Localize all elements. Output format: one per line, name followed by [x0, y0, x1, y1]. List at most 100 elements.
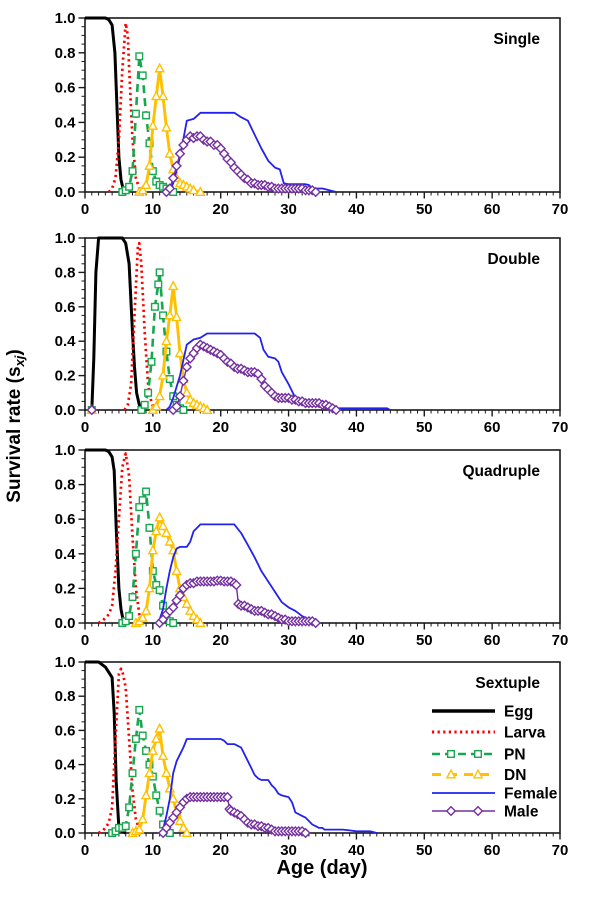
dn-marker	[161, 335, 172, 346]
pn-marker	[138, 496, 147, 505]
x-tick-label: 70	[552, 419, 569, 436]
dn-marker	[174, 347, 186, 358]
dn-marker	[188, 184, 199, 195]
x-tick-label: 20	[212, 201, 229, 218]
quadruple-male-series	[154, 575, 322, 629]
x-tick-label: 30	[280, 419, 297, 436]
panel-title: Double	[487, 251, 540, 268]
x-tick-label: 20	[212, 632, 229, 649]
y-tick-label: 0.8	[55, 45, 76, 62]
legend-pn-marker	[474, 750, 483, 759]
double-egg-series	[90, 236, 144, 411]
dn-marker	[171, 311, 182, 322]
dn-marker	[144, 160, 155, 170]
pn-marker	[131, 109, 140, 118]
sextuple-larva-series	[97, 667, 144, 835]
dn-marker	[147, 119, 159, 130]
x-tick-label: 70	[552, 201, 569, 218]
dn-marker	[181, 598, 193, 608]
male-marker	[171, 160, 182, 172]
x-tick-label: 40	[348, 842, 365, 859]
dn-marker	[137, 611, 148, 622]
dn-marker	[157, 750, 169, 761]
x-tick-label: 10	[145, 632, 162, 649]
dn-marker	[195, 186, 206, 196]
larva-line	[123, 241, 157, 411]
single-dn-series	[134, 62, 206, 196]
legend-dn-marker	[445, 768, 457, 779]
dn-marker	[150, 400, 162, 411]
pn-marker	[128, 593, 137, 602]
pn-marker	[125, 612, 134, 621]
panel-sextuple: 0 10 20 30 40 50 60 70 0.0 0.2 0.4 0.6 0.8 1.0 Sextupl…	[55, 654, 569, 859]
pn-marker	[169, 619, 178, 628]
quadruple-larva-series	[97, 452, 144, 625]
dn-marker	[150, 525, 162, 536]
legend-label-egg: Egg	[504, 704, 533, 721]
legend-label-pn: PN	[504, 747, 526, 764]
pn-marker	[142, 487, 151, 496]
pn-marker	[135, 52, 144, 61]
x-tick-label: 20	[212, 842, 229, 859]
female-line	[158, 738, 378, 834]
panel-title: Sextuple	[475, 675, 540, 692]
male-marker	[174, 590, 186, 601]
pn-marker	[152, 791, 161, 800]
y-tick-label: 0.8	[55, 264, 76, 281]
dn-marker	[140, 789, 152, 800]
double-larva-series	[123, 241, 157, 411]
pn-marker	[179, 406, 188, 415]
pn-marker	[155, 268, 164, 277]
y-tick-label: 0.0	[55, 184, 76, 201]
pn-marker	[125, 803, 134, 812]
dn-marker	[144, 767, 155, 778]
dn-marker	[147, 544, 159, 555]
male-marker	[164, 183, 176, 194]
legend-dn-marker	[472, 768, 484, 779]
pn-marker	[147, 357, 156, 366]
y-tick-label: 0.0	[55, 825, 76, 842]
dn-marker	[167, 280, 179, 291]
male-marker	[300, 827, 311, 839]
dn-marker	[184, 605, 196, 615]
y-tick-label: 0.8	[55, 688, 76, 705]
single-egg-series	[85, 16, 127, 193]
dn-marker	[157, 90, 169, 101]
pn-marker	[154, 280, 163, 289]
y-tick-label: 1.0	[55, 654, 76, 671]
dn-marker	[154, 722, 165, 733]
male-marker	[231, 579, 242, 591]
pn-marker	[138, 731, 147, 740]
legend-label-dn: DN	[504, 767, 526, 784]
male-marker	[330, 404, 342, 416]
pn-marker	[142, 746, 151, 755]
larva-line	[97, 667, 144, 835]
male-marker	[178, 375, 189, 387]
dn-marker	[178, 821, 189, 832]
pn-marker	[135, 503, 144, 512]
dn-marker	[201, 404, 213, 414]
dn-marker	[144, 582, 155, 593]
pn-line	[121, 490, 174, 625]
larva-line	[97, 452, 144, 625]
pn-marker	[148, 567, 157, 576]
dn-marker	[140, 179, 152, 190]
pn-marker	[140, 400, 149, 409]
x-tick-label: 0	[81, 201, 89, 218]
double-male-series	[86, 339, 342, 416]
sextuple-egg-series	[85, 660, 127, 835]
x-tick-label: 30	[280, 201, 297, 218]
dn-marker	[164, 147, 176, 158]
x-tick-label: 10	[145, 419, 162, 436]
y-tick-label: 0.6	[55, 80, 76, 97]
y-tick-label: 0.0	[55, 402, 76, 419]
pn-marker	[121, 822, 130, 831]
single-male-series	[161, 131, 322, 198]
x-tick-label: 60	[484, 842, 501, 859]
y-tick-label: 0.2	[55, 149, 76, 166]
x-tick-label: 50	[416, 842, 433, 859]
dn-marker	[157, 520, 169, 531]
egg-line	[85, 16, 127, 193]
